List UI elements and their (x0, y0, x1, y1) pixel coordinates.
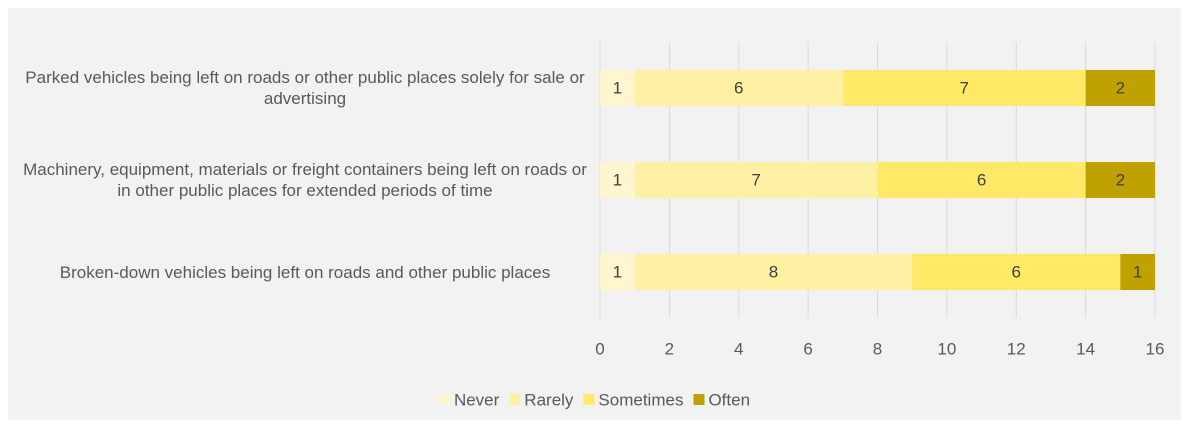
data-label: 1 (613, 78, 622, 97)
category-label-box: Parked vehicles being left on roads or o… (20, 48, 590, 128)
bar-segment (1085, 70, 1155, 106)
legend-swatch (693, 394, 705, 405)
category-label: Broken-down vehicles being left on roads… (59, 262, 551, 282)
data-label: 7 (751, 170, 760, 189)
legend-swatch (583, 394, 595, 405)
data-label: 6 (977, 170, 986, 189)
data-label: 1 (1133, 262, 1142, 281)
legend-item: Sometimes (583, 390, 683, 409)
legend-item: Often (693, 390, 750, 409)
bar-segment (600, 70, 635, 106)
category-label-box: Broken-down vehicles being left on roads… (20, 232, 590, 312)
bar-segment (877, 162, 1086, 198)
data-label: 1 (613, 170, 622, 189)
bar-segment (912, 254, 1121, 290)
legend-item: Never (438, 390, 500, 409)
category-label-box: Machinery, equipment, materials or freig… (20, 140, 590, 220)
bar-segment (634, 254, 913, 290)
legend-swatch (438, 394, 450, 405)
data-label: 6 (1012, 262, 1021, 281)
x-tick-label: 16 (1146, 339, 1165, 358)
x-tick-label: 4 (734, 339, 743, 358)
legend-label: Often (708, 390, 750, 409)
bar-segment (634, 162, 878, 198)
bar-segment (1085, 162, 1155, 198)
data-label: 2 (1116, 170, 1125, 189)
data-label: 7 (959, 78, 968, 97)
data-label: 2 (1116, 78, 1125, 97)
data-label: 1 (613, 262, 622, 281)
bar-segment (634, 70, 843, 106)
x-tick-label: 14 (1076, 339, 1095, 358)
bar-segment (842, 70, 1086, 106)
x-tick-label: 0 (595, 339, 604, 358)
bar-segment (1120, 254, 1155, 290)
legend-swatch (509, 394, 521, 405)
legend-label: Sometimes (598, 390, 683, 409)
bar-segment (600, 162, 635, 198)
category-label: Parked vehicles being left on roads or o… (25, 68, 585, 108)
category-label-wrap: Machinery, equipment, materials or freig… (20, 140, 590, 220)
x-tick-label: 2 (665, 339, 674, 358)
bar-segment (600, 254, 635, 290)
legend-label: Never (454, 390, 500, 409)
legend-label: Rarely (524, 390, 574, 409)
category-label-wrap: Parked vehicles being left on roads or o… (20, 48, 590, 128)
data-label: 6 (734, 78, 743, 97)
legend-item: Rarely (509, 390, 574, 409)
category-label: Machinery, equipment, materials or freig… (23, 160, 587, 200)
x-tick-label: 6 (803, 339, 812, 358)
category-label-wrap: Broken-down vehicles being left on roads… (20, 232, 590, 312)
data-label: 8 (769, 262, 778, 281)
x-tick-label: 8 (873, 339, 882, 358)
x-tick-label: 10 (937, 339, 956, 358)
x-tick-label: 12 (1007, 339, 1026, 358)
